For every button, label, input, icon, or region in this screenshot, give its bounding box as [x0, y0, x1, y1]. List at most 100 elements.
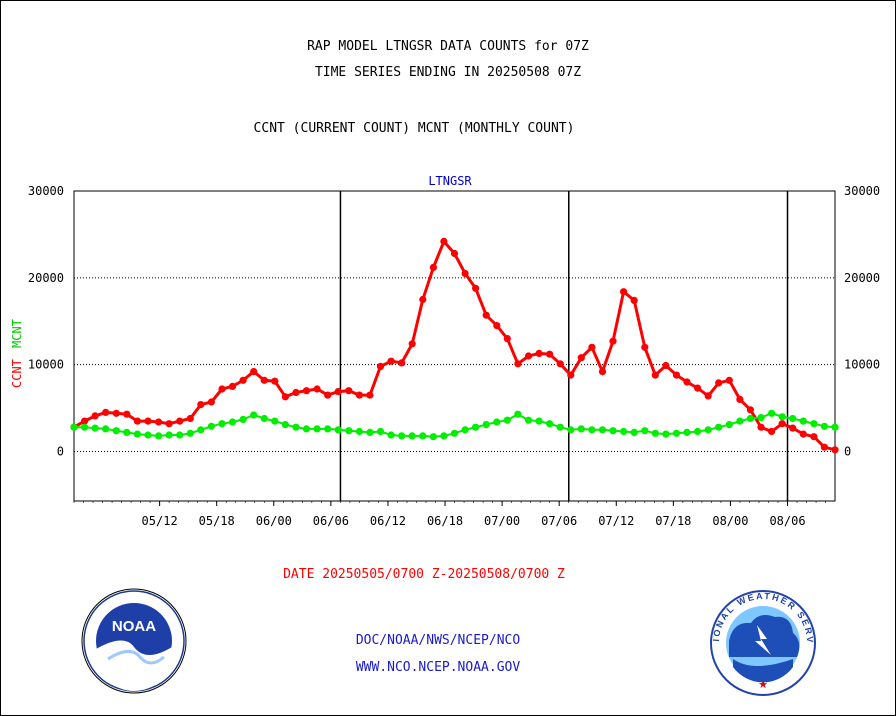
data-point-ccnt: [123, 410, 131, 418]
data-point-ccnt: [260, 376, 268, 384]
data-point-mcnt: [133, 430, 141, 438]
data-point-mcnt: [207, 422, 215, 430]
data-point-ccnt: [789, 424, 797, 432]
data-point-ccnt: [366, 391, 374, 399]
data-point-ccnt: [630, 296, 638, 304]
data-point-ccnt: [620, 288, 628, 296]
data-point-ccnt: [482, 311, 490, 319]
data-point-ccnt: [461, 269, 469, 278]
data-point-ccnt: [228, 382, 237, 390]
data-point-ccnt: [556, 360, 564, 368]
data-point-ccnt: [609, 337, 617, 345]
data-point-mcnt: [577, 425, 585, 433]
data-point-mcnt: [155, 432, 163, 440]
data-point-ccnt: [778, 420, 786, 428]
data-point-ccnt: [683, 378, 691, 386]
data-point-ccnt: [694, 384, 702, 392]
data-point-mcnt: [408, 432, 416, 440]
data-point-ccnt: [334, 388, 342, 396]
data-point-ccnt: [725, 376, 733, 384]
x-tick-label: 07/00: [484, 514, 520, 528]
data-point-ccnt: [598, 368, 607, 376]
x-tick-label: 07/12: [598, 514, 634, 528]
footer-org-link[interactable]: DOC/NOAA/NWS/NCEP/NCO: [355, 633, 521, 648]
y-tick-label-right: 30000: [844, 184, 880, 198]
data-point-mcnt: [81, 423, 89, 431]
data-point-ccnt: [197, 401, 205, 409]
data-point-ccnt: [281, 393, 289, 401]
data-point-mcnt: [302, 425, 311, 433]
ylabel-ccnt: CCNT: [10, 359, 24, 388]
x-tick-label: 06/12: [370, 514, 406, 528]
data-point-ccnt: [376, 362, 385, 370]
data-point-ccnt: [450, 249, 459, 258]
data-point-mcnt: [228, 418, 237, 426]
data-point-mcnt: [123, 428, 131, 436]
data-point-ccnt: [472, 284, 480, 292]
data-point-ccnt: [429, 263, 437, 271]
data-point-ccnt: [324, 391, 332, 399]
data-point-mcnt: [450, 429, 459, 437]
data-point-mcnt: [609, 427, 617, 435]
data-point-ccnt: [736, 395, 744, 403]
data-point-mcnt: [704, 426, 712, 434]
data-point-ccnt: [746, 406, 755, 414]
data-point-mcnt: [218, 420, 226, 428]
y-tick-label-right: 10000: [844, 358, 880, 372]
data-point-ccnt: [503, 335, 511, 343]
data-point-mcnt: [376, 427, 385, 436]
data-point-ccnt: [133, 417, 141, 425]
data-point-ccnt: [102, 408, 110, 416]
data-point-mcnt: [345, 427, 353, 435]
data-point-ccnt: [355, 391, 363, 399]
data-point-ccnt: [345, 387, 353, 395]
data-point-mcnt: [725, 421, 733, 429]
data-point-mcnt: [598, 426, 607, 434]
data-point-mcnt: [757, 414, 765, 422]
data-point-ccnt: [398, 359, 406, 367]
data-point-ccnt: [577, 354, 585, 362]
data-point-ccnt: [186, 414, 194, 423]
data-point-mcnt: [91, 424, 99, 432]
chart-subtitle: CCNT (CURRENT COUNT) MCNT (MONTHLY COUNT…: [253, 121, 575, 136]
data-point-mcnt: [419, 432, 427, 440]
data-point-mcnt: [440, 432, 448, 440]
data-point-ccnt: [493, 322, 501, 330]
data-point-mcnt: [746, 414, 755, 423]
data-point-mcnt: [102, 425, 110, 433]
data-point-ccnt: [91, 412, 99, 420]
data-point-mcnt: [186, 429, 194, 437]
y-tick-label-left: 20000: [28, 271, 64, 285]
data-point-ccnt: [704, 392, 712, 400]
data-point-mcnt: [736, 417, 744, 425]
data-point-mcnt: [165, 431, 173, 439]
data-point-ccnt: [514, 360, 522, 368]
x-tick-label: 08/00: [712, 514, 748, 528]
noaa-logo-text: NOAA: [112, 618, 156, 635]
data-point-ccnt: [112, 409, 120, 417]
data-point-mcnt: [355, 427, 363, 436]
y-tick-label-right: 0: [844, 445, 851, 459]
data-point-mcnt: [197, 426, 205, 434]
x-tick-label: 05/12: [142, 514, 178, 528]
y-tick-label-right: 20000: [844, 271, 880, 285]
data-point-mcnt: [694, 427, 702, 436]
data-point-ccnt: [546, 350, 554, 358]
data-point-mcnt: [662, 430, 670, 438]
footer-url-link[interactable]: WWW.NCO.NCEP.NOAA.GOV: [355, 660, 521, 675]
data-point-mcnt: [144, 431, 152, 439]
data-point-ccnt: [408, 340, 416, 348]
data-point-mcnt: [546, 420, 554, 428]
data-point-mcnt: [778, 413, 786, 421]
data-point-mcnt: [281, 421, 289, 429]
noaa-logo: NOAA: [81, 588, 187, 694]
date-range-label: DATE 20250505/0700 Z-20250508/0700 Z: [283, 567, 565, 582]
x-tick-label: 05/18: [199, 514, 235, 528]
x-tick-label: 07/18: [655, 514, 691, 528]
data-point-mcnt: [588, 426, 596, 434]
x-tick-label: 06/00: [256, 514, 292, 528]
data-point-ccnt: [207, 398, 215, 406]
data-point-mcnt: [482, 421, 490, 429]
